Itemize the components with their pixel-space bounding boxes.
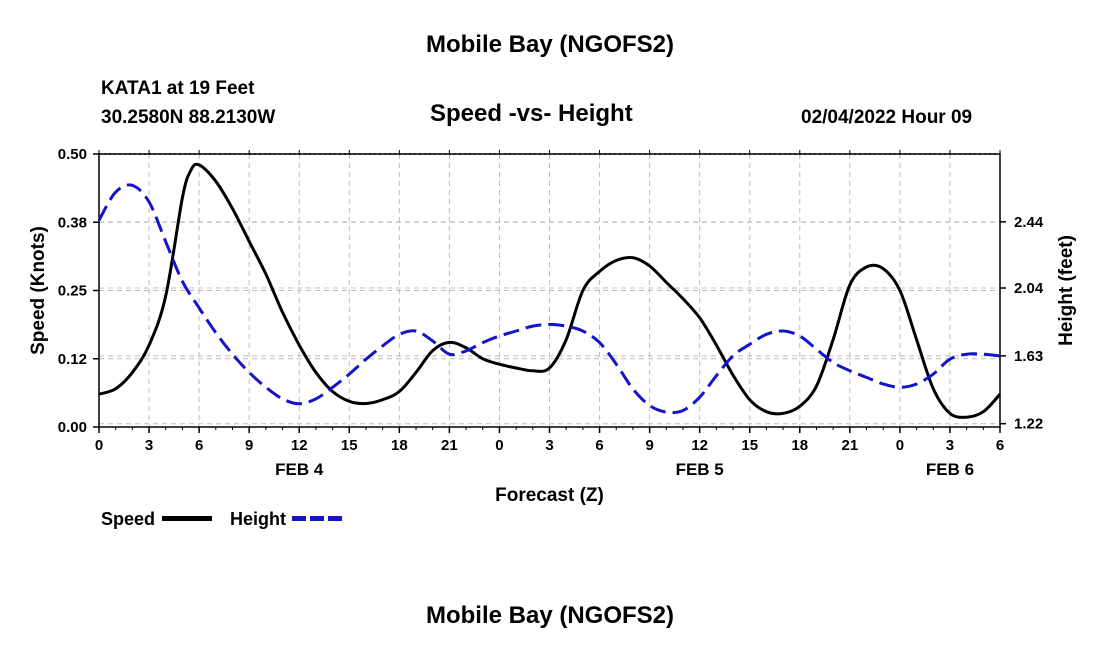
grid-lines <box>99 154 1000 427</box>
x-tick-label: 0 <box>95 437 103 454</box>
x-tick-label: 3 <box>946 437 954 454</box>
x-tick-label: 3 <box>545 437 553 454</box>
datetime-label: 02/04/2022 Hour 09 <box>801 107 973 128</box>
x-tick-label: 18 <box>391 437 408 454</box>
x-tick-label: 9 <box>645 437 653 454</box>
x-tick-label: 12 <box>291 437 308 454</box>
y-right-tick-label: 1.63 <box>1014 348 1043 365</box>
x-tick-label: 6 <box>996 437 1004 454</box>
y-right-axis-title: Height (feet) <box>1056 235 1077 346</box>
x-tick-label: 9 <box>245 437 253 454</box>
x-tick-label: 21 <box>841 437 858 454</box>
series-line-speed <box>98 162 1002 419</box>
coordinates-label: 30.2580N 88.2130W <box>101 107 276 128</box>
x-tick-label: 15 <box>741 437 758 454</box>
y-right-tick-label: 1.22 <box>1014 416 1043 433</box>
x-axis-title: Forecast (Z) <box>495 485 604 506</box>
legend-height-label: Height <box>230 509 286 529</box>
series-lines <box>97 162 1002 419</box>
page-title: Mobile Bay (NGOFS2) <box>425 31 675 58</box>
series-line-height <box>97 183 1001 415</box>
y-right-tick-label: 2.44 <box>1014 214 1044 231</box>
x-tick-label: 0 <box>495 437 503 454</box>
y-left-tick-label: 0.50 <box>58 146 87 163</box>
axis-ticks <box>93 150 1006 433</box>
y-left-tick-label: 0.12 <box>58 351 87 368</box>
x-tick-label: 6 <box>195 437 203 454</box>
date-label: FEB 6 <box>926 460 974 479</box>
y-left-axis-title: Speed (Knots) <box>28 226 49 355</box>
y-left-tick-label: 0.25 <box>58 283 87 300</box>
x-tick-label: 6 <box>595 437 603 454</box>
legend-speed-label: Speed <box>101 509 156 529</box>
legend-speed-swatch <box>162 516 212 521</box>
y-right-tick-label: 2.04 <box>1014 280 1044 297</box>
chart-title: Speed -vs- Height <box>430 100 633 127</box>
speed-height-chart: 0 3 6 9 12 15 18 21 0 3 6 9 12 15 18 21 0 3 6 FEB 4 FEB 5 FEB… <box>28 146 1077 506</box>
x-tick-label: 3 <box>145 437 153 454</box>
page-title-bottom: Mobile Bay (NGOFS2) <box>425 602 675 629</box>
station-label: KATA1 at 19 Feet <box>101 78 255 99</box>
date-label: FEB 5 <box>676 460 724 479</box>
x-tick-label: 21 <box>441 437 458 454</box>
y-left-tick-label: 0.00 <box>58 419 87 436</box>
x-tick-label: 18 <box>791 437 808 454</box>
legend-height-swatch <box>292 516 342 521</box>
x-tick-label: 12 <box>691 437 708 454</box>
y-left-tick-label: 0.38 <box>58 214 87 231</box>
axis-labels: 0 3 6 9 12 15 18 21 0 3 6 9 12 15 18 21 0 3 6 FEB 4 FEB 5 FEB… <box>28 146 1077 506</box>
date-label: FEB 4 <box>275 460 324 479</box>
x-tick-label: 0 <box>896 437 904 454</box>
x-tick-label: 15 <box>341 437 358 454</box>
